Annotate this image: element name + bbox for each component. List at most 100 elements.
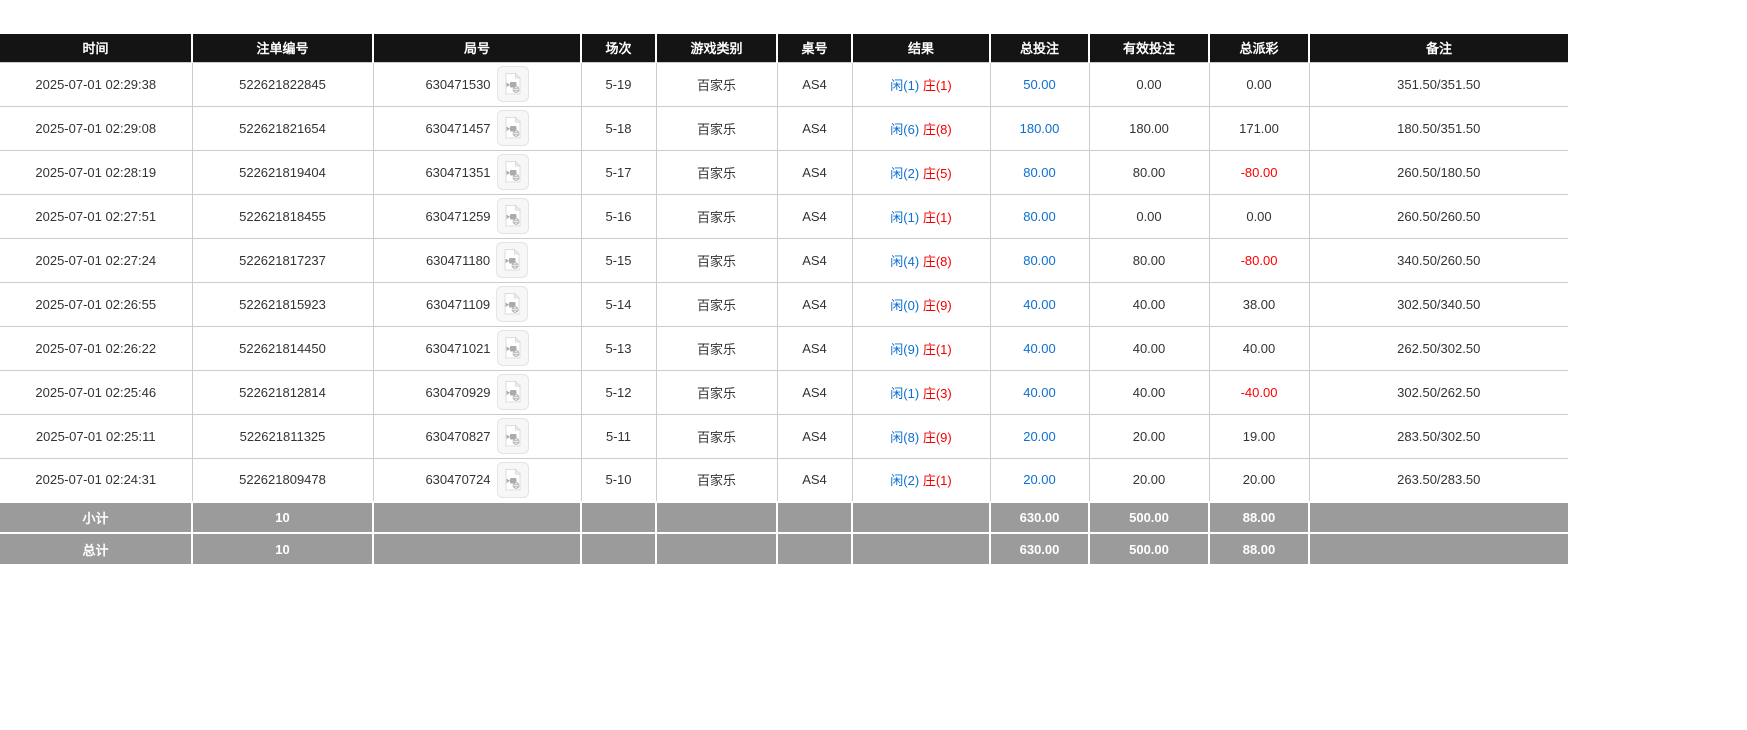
cell-time: 2025-07-01 02:29:38 xyxy=(0,61,193,107)
subtotal-row: 小计 10 630.00 500.00 88.00 xyxy=(0,501,1568,533)
cell-round-no: 630471021 xyxy=(372,325,582,371)
round-number: 630471109 xyxy=(425,296,491,312)
cell-game-type: 百家乐 xyxy=(655,105,778,151)
video-replay-button[interactable] xyxy=(496,461,529,498)
result-banker: 庄(1) xyxy=(922,473,952,489)
video-replay-button[interactable] xyxy=(496,198,529,234)
result-banker: 庄(8) xyxy=(922,253,952,269)
video-replay-button[interactable] xyxy=(496,154,529,190)
table-header: 时间 注单编号 局号 场次 游戏类别 桌号 结果 总投注 有效投注 总派彩 备注 xyxy=(0,34,1568,62)
cell-total-bet: 20.00 xyxy=(989,457,1090,503)
cell-bet-no: 522621818455 xyxy=(191,193,374,239)
result-banker: 庄(8) xyxy=(922,121,952,137)
round-number: 630471180 xyxy=(425,252,491,268)
table-row: 2025-07-01 02:29:38 522621822845 6304715… xyxy=(0,61,1568,107)
result-banker: 庄(9) xyxy=(922,297,952,313)
cell-table-no: AS4 xyxy=(776,457,853,503)
video-file-icon xyxy=(503,116,523,140)
total-row: 总计 10 630.00 500.00 88.00 xyxy=(0,532,1568,564)
cell-total-payout: 0.00 xyxy=(1208,193,1310,239)
cell-time: 2025-07-01 02:25:46 xyxy=(0,369,193,415)
cell-total-bet: 80.00 xyxy=(989,149,1090,195)
result-player: 闲(4) xyxy=(890,253,920,269)
col-header-total-bet: 总投注 xyxy=(990,34,1090,62)
cell-result: 闲(2) 庄(1) xyxy=(851,457,991,503)
col-header-time: 时间 xyxy=(0,34,193,62)
round-number: 630471259 xyxy=(425,208,491,224)
video-replay-button[interactable] xyxy=(496,242,529,278)
video-file-icon xyxy=(503,204,523,228)
result-banker: 庄(1) xyxy=(922,341,952,357)
subtotal-empty-cell xyxy=(777,501,853,533)
col-header-table-no: 桌号 xyxy=(777,34,853,62)
cell-total-bet: 80.00 xyxy=(989,237,1090,283)
cell-valid-bet: 20.00 xyxy=(1088,457,1210,503)
cell-remark: 260.50/180.50 xyxy=(1308,149,1568,195)
cell-total-payout: 0.00 xyxy=(1208,61,1310,107)
subtotal-empty-cell xyxy=(581,501,657,533)
cell-round-no: 630470724 xyxy=(372,457,582,503)
cell-game-type: 百家乐 xyxy=(655,413,778,459)
cell-remark: 340.50/260.50 xyxy=(1308,237,1568,283)
cell-result: 闲(1) 庄(1) xyxy=(851,61,991,107)
cell-game-type: 百家乐 xyxy=(655,193,778,239)
total-empty-cell xyxy=(581,532,657,564)
cell-remark: 351.50/351.50 xyxy=(1308,61,1568,107)
cell-session: 5-13 xyxy=(580,325,657,371)
cell-round-no: 630471259 xyxy=(372,193,582,239)
cell-bet-no: 522621817237 xyxy=(191,237,374,283)
video-file-icon xyxy=(503,468,523,492)
total-empty-cell xyxy=(777,532,853,564)
cell-valid-bet: 0.00 xyxy=(1088,193,1210,239)
cell-game-type: 百家乐 xyxy=(655,325,778,371)
table-row: 2025-07-01 02:25:46 522621812814 6304709… xyxy=(0,369,1568,415)
video-replay-button[interactable] xyxy=(496,66,529,102)
cell-game-type: 百家乐 xyxy=(655,61,778,107)
cell-round-no: 630471180 xyxy=(372,237,582,283)
cell-time: 2025-07-01 02:24:31 xyxy=(0,457,193,503)
cell-session: 5-16 xyxy=(580,193,657,239)
video-file-icon xyxy=(502,292,522,316)
table-footer: 小计 10 630.00 500.00 88.00 总计 10 xyxy=(0,501,1568,564)
cell-game-type: 百家乐 xyxy=(655,457,778,503)
cell-table-no: AS4 xyxy=(776,369,853,415)
cell-session: 5-14 xyxy=(580,281,657,327)
video-replay-button[interactable] xyxy=(496,418,529,454)
total-label: 总计 xyxy=(0,532,193,564)
video-replay-button[interactable] xyxy=(496,286,529,322)
cell-game-type: 百家乐 xyxy=(655,149,778,195)
video-file-icon xyxy=(503,72,523,96)
cell-time: 2025-07-01 02:27:24 xyxy=(0,237,193,283)
table-row: 2025-07-01 02:28:19 522621819404 6304713… xyxy=(0,149,1568,195)
table-body: 2025-07-01 02:29:38 522621822845 6304715… xyxy=(0,61,1568,503)
cell-time: 2025-07-01 02:29:08 xyxy=(0,105,193,151)
cell-time: 2025-07-01 02:25:11 xyxy=(0,413,193,459)
video-replay-button[interactable] xyxy=(496,110,529,146)
cell-time: 2025-07-01 02:27:51 xyxy=(0,193,193,239)
round-number: 630471457 xyxy=(425,120,491,136)
result-player: 闲(9) xyxy=(890,341,920,357)
cell-valid-bet: 80.00 xyxy=(1088,237,1210,283)
cell-result: 闲(4) 庄(8) xyxy=(851,237,991,283)
video-replay-button[interactable] xyxy=(496,330,529,366)
cell-time: 2025-07-01 02:26:55 xyxy=(0,281,193,327)
col-header-round-no: 局号 xyxy=(373,34,582,62)
total-count: 10 xyxy=(192,532,374,564)
cell-game-type: 百家乐 xyxy=(655,281,778,327)
table-row: 2025-07-01 02:24:31 522621809478 6304707… xyxy=(0,457,1568,503)
cell-session: 5-12 xyxy=(580,369,657,415)
cell-valid-bet: 20.00 xyxy=(1088,413,1210,459)
cell-bet-no: 522621811325 xyxy=(191,413,374,459)
cell-bet-no: 522621812814 xyxy=(191,369,374,415)
subtotal-label: 小计 xyxy=(0,501,193,533)
result-player: 闲(2) xyxy=(890,165,920,181)
cell-table-no: AS4 xyxy=(776,105,853,151)
col-header-valid-bet: 有效投注 xyxy=(1089,34,1210,62)
total-total-payout: 88.00 xyxy=(1209,532,1310,564)
round-number: 630470724 xyxy=(425,472,491,488)
cell-table-no: AS4 xyxy=(776,325,853,371)
video-file-icon xyxy=(503,424,523,448)
video-replay-button[interactable] xyxy=(496,374,529,410)
cell-session: 5-17 xyxy=(580,149,657,195)
subtotal-count: 10 xyxy=(192,501,374,533)
